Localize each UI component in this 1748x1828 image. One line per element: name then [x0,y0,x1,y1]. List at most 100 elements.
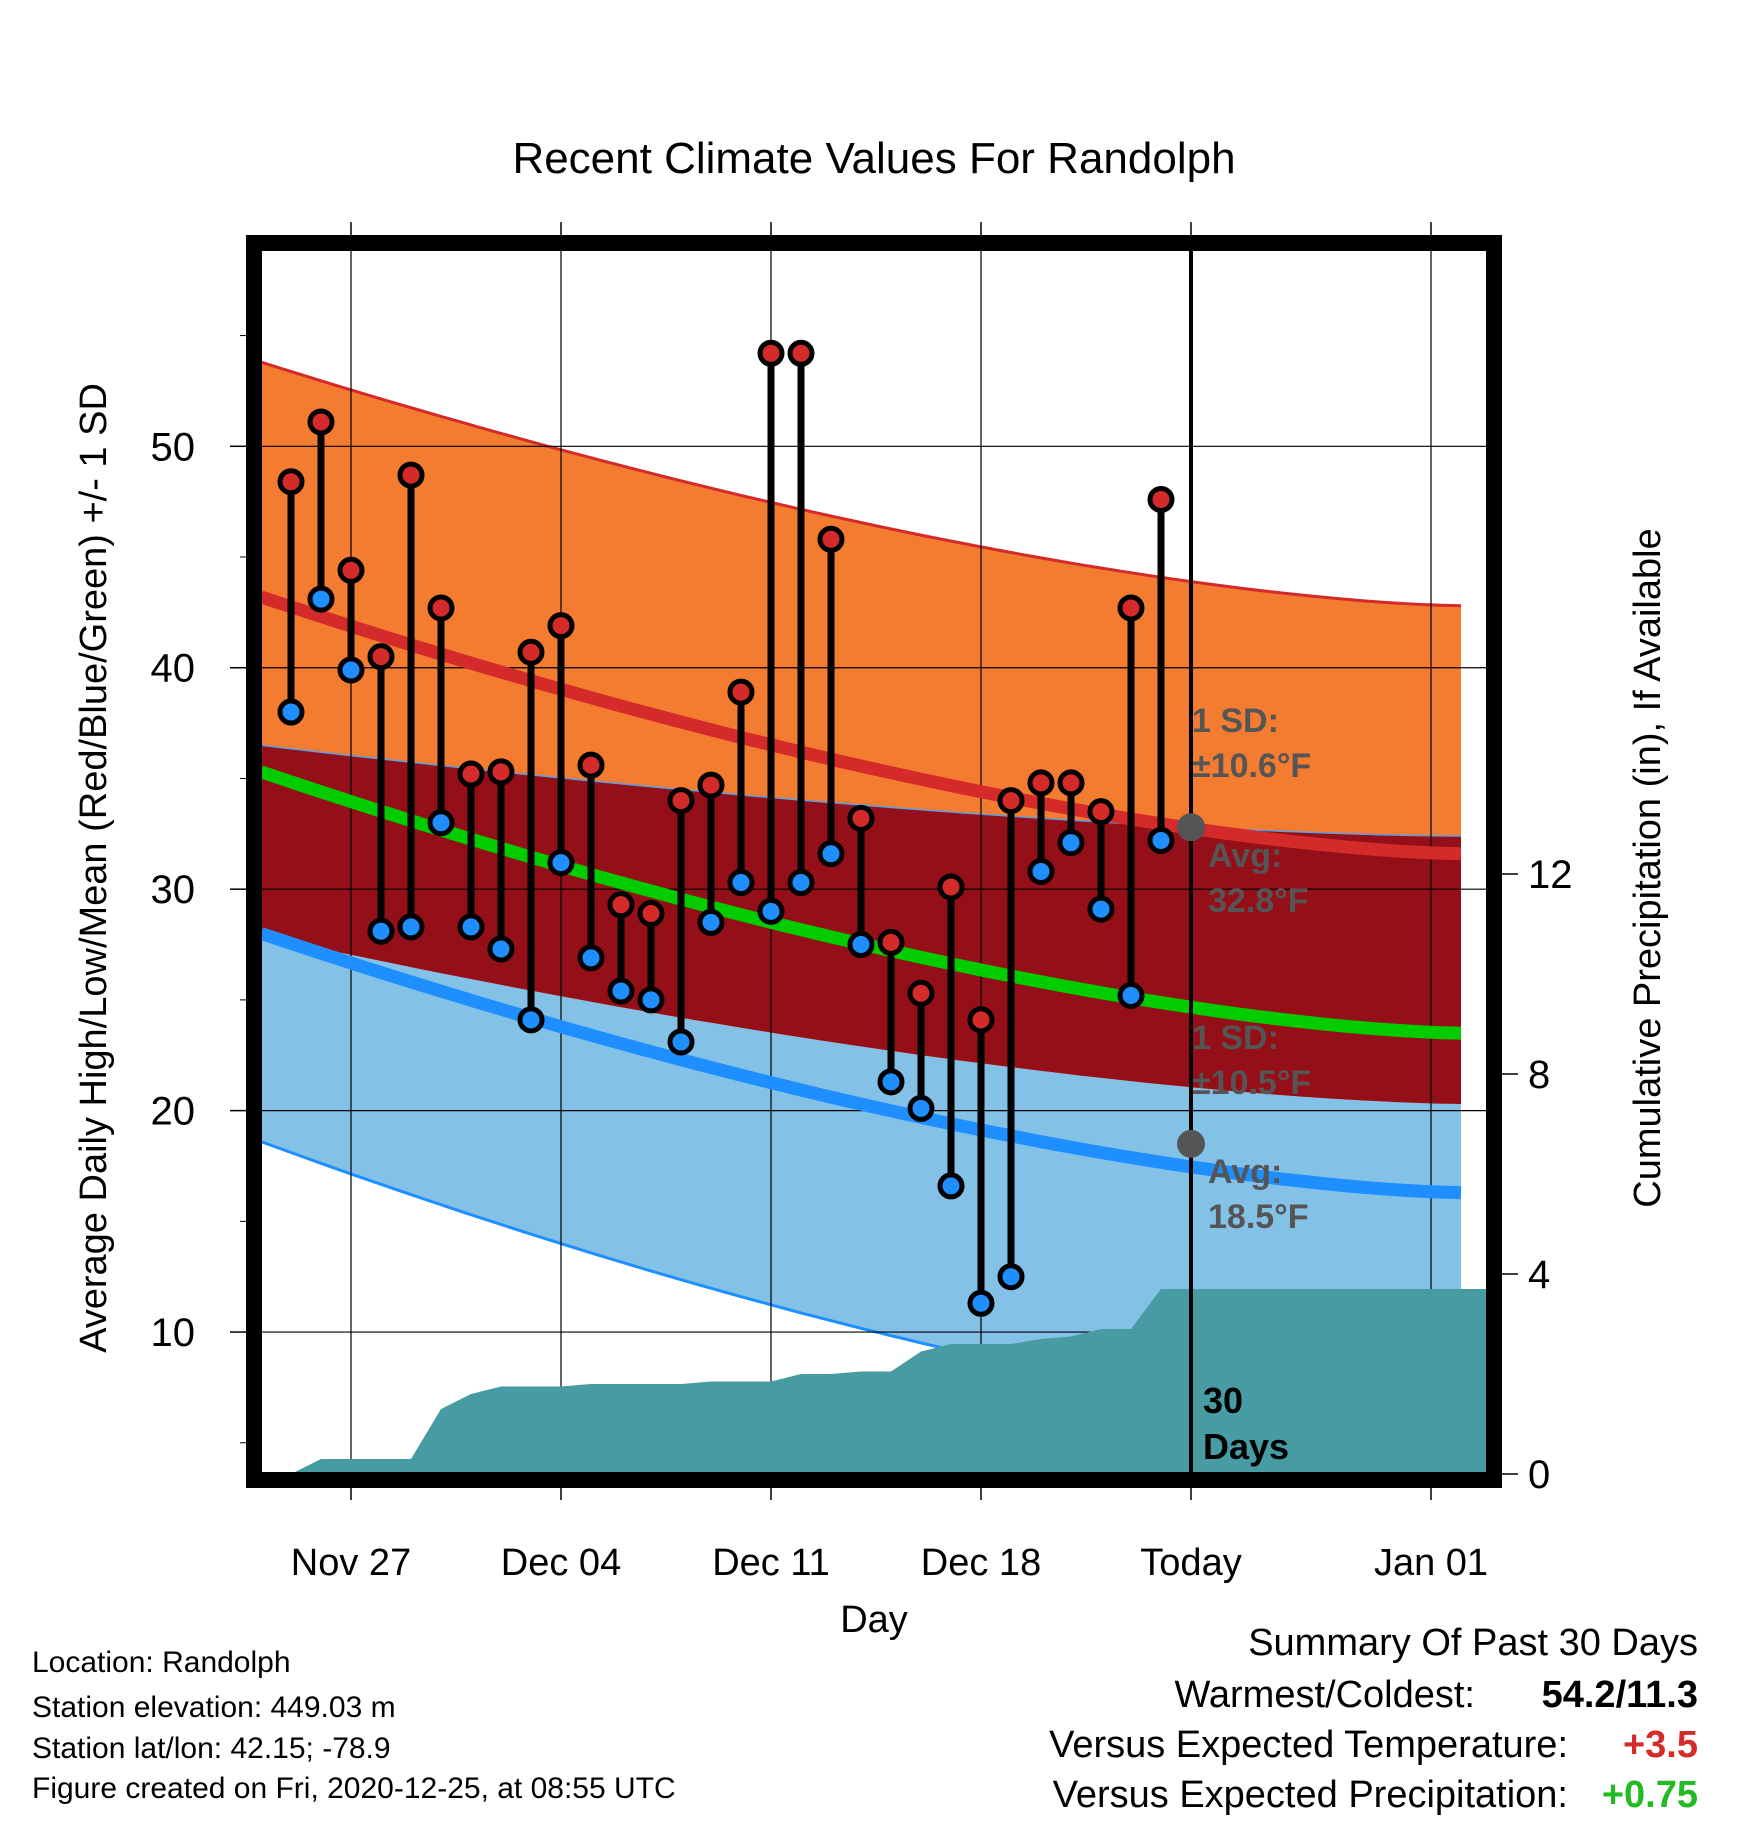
high-sd-label: 1 SD: [1192,702,1279,740]
plot-frame [246,235,1502,1488]
y-tick-label-right: 12 [1528,853,1573,897]
low-point [907,1094,935,1122]
low-point [1117,981,1145,1009]
high-point [1147,485,1175,513]
low-point [397,913,425,941]
high-point [727,678,755,706]
x-tick-label: Jan 01 [1374,1542,1488,1584]
x-tick-label: Dec 11 [712,1542,830,1584]
low-avg-value: 18.5°F [1208,1198,1309,1236]
high-point [757,339,785,367]
high-average-marker [1177,813,1205,842]
high-point [847,804,875,832]
high-point [577,751,605,779]
high-point [787,339,815,367]
low-point [577,944,605,972]
high-point [817,525,845,553]
high-point [607,891,635,919]
high-point [1087,798,1115,826]
low-point [967,1289,995,1317]
precip-label: Versus Expected Precipitation: [1052,1774,1568,1816]
low-point [277,698,305,726]
low-point [727,869,755,897]
x-axis-label: Day [840,1599,908,1641]
low-average-line [258,927,1462,1200]
y-axis-label-right: Cumulative Precipitation (in), If Availa… [1627,528,1669,1207]
high-point [547,612,575,640]
high-point [337,556,365,584]
low-point [1027,857,1055,885]
y-tick-label-right: 4 [1528,1253,1550,1297]
low-point [367,917,395,945]
low-point [307,585,335,613]
high-point [907,979,935,1007]
days-count-label: 30 [1203,1380,1243,1421]
high-avg-label: Avg: [1208,837,1282,875]
low-point [877,1068,905,1096]
y-tick-label-left: 30 [151,868,196,912]
low-point [757,897,785,925]
warmest-value: 54.2/11.3 [1541,1674,1698,1716]
y-tick-label-left: 10 [151,1311,196,1355]
low-point [637,986,665,1014]
high-point [517,638,545,666]
low-point [667,1028,695,1056]
x-tick-label: Dec 04 [501,1542,621,1584]
low-point [847,931,875,959]
high-point [937,873,965,901]
y-tick-label-right: 8 [1528,1053,1550,1097]
low-average-marker [1177,1129,1205,1158]
low-point [547,849,575,877]
high-point [1027,769,1055,797]
precip-value: +0.75 [1601,1774,1698,1816]
created-text: Figure created on Fri, 2020-12-25, at 08… [32,1772,676,1805]
low-point [1057,829,1085,857]
days-label: Days [1203,1426,1289,1467]
low-point [937,1172,965,1200]
high-point [667,787,695,815]
high-point [967,1006,995,1034]
high-point [637,900,665,928]
x-tick-label: Dec 18 [921,1542,1041,1584]
high-upper-edge [260,360,1462,608]
low-sd-label: 1 SD: [1192,1019,1279,1057]
low-point [997,1263,1025,1291]
x-tick-label: Nov 27 [291,1542,411,1584]
y-tick-label-left: 40 [151,647,196,691]
warmest-label: Warmest/Coldest: [1174,1674,1475,1716]
low-point [517,1006,545,1034]
elevation-text: Station elevation: 449.03 m [32,1691,396,1724]
y-axis-label-left: Average Daily High/Low/Mean (Red/Blue/Gr… [73,383,115,1353]
high-point [487,758,515,786]
location-text: Location: Randolph [32,1646,291,1679]
high-point [277,468,305,496]
low-sd-value: ±10.5°F [1192,1064,1311,1102]
high-point [427,594,455,622]
y-tick-label-left: 50 [151,425,196,469]
low-point [1087,895,1115,923]
low-point [787,869,815,897]
high-point [697,771,725,799]
high-sd-value: ±10.6°F [1192,747,1311,785]
low-point [697,908,725,936]
temp-label: Versus Expected Temperature: [1049,1724,1568,1766]
high-average-line [258,590,1462,861]
high-avg-value: 32.8°F [1208,882,1309,920]
low-point [817,840,845,868]
latlon-text: Station lat/lon: 42.15; -78.9 [32,1732,391,1765]
chart-title: Recent Climate Values For Randolph [512,134,1235,183]
low-point [1147,826,1175,854]
low-point [607,977,635,1005]
precipitation-area [258,1289,1490,1476]
x-tick-label: Today [1140,1542,1241,1584]
temp-value: +3.5 [1622,1724,1698,1766]
low-point [457,913,485,941]
high-point [307,408,335,436]
high-point [877,928,905,956]
high-point [367,643,395,671]
y-tick-label-left: 20 [151,1090,196,1134]
high-point [397,461,425,489]
high-point [1117,594,1145,622]
low-avg-label: Avg: [1208,1153,1282,1191]
high-point [457,760,485,788]
